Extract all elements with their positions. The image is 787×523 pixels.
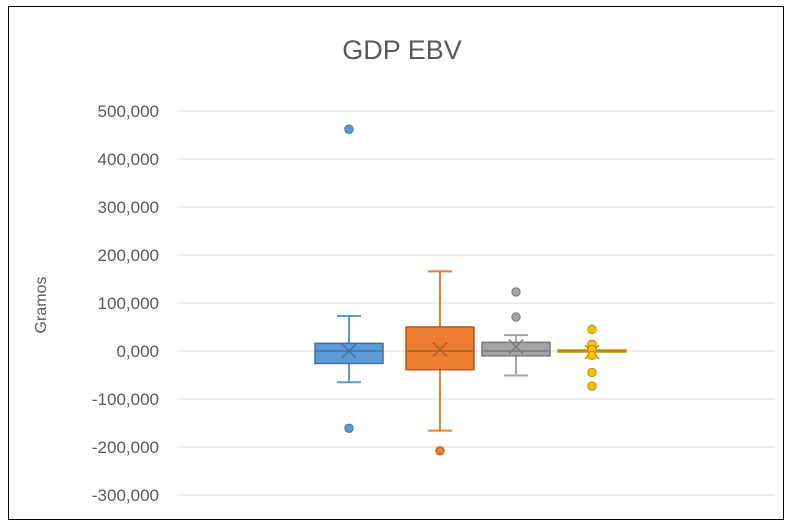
y-tick-label: -200,000 [92, 438, 159, 457]
chart-frame: GDP EBV Gramos 500,000 400,000 300,000 200,… [8, 6, 784, 520]
mean-marker [508, 339, 524, 355]
outlier-point [587, 381, 597, 391]
box-series [314, 124, 627, 456]
outlier-point [587, 350, 597, 361]
mean-marker [341, 343, 357, 359]
y-tick-label: 300,000 [98, 198, 159, 217]
gridlines [177, 110, 774, 496]
mean-marker [432, 342, 448, 358]
outlier-point [587, 324, 597, 335]
box-plot-chart: GDP EBV Gramos 500,000 400,000 300,000 200,… [33, 35, 774, 505]
y-tick-label: 500,000 [98, 102, 159, 121]
box-series-4 [557, 324, 627, 391]
outlier-point [587, 367, 597, 378]
y-tick-label: 200,000 [98, 246, 159, 265]
outlier-point [511, 287, 521, 297]
y-axis-title: Gramos [33, 277, 50, 334]
y-tick-label: -300,000 [92, 486, 159, 505]
y-tick-label: 100,000 [98, 294, 159, 313]
box-series-1 [314, 124, 384, 433]
box [405, 326, 475, 371]
y-tick-label: 0,000 [116, 342, 159, 361]
outlier-point [344, 124, 354, 134]
box-series-3 [481, 287, 551, 377]
y-tick-label: -100,000 [92, 390, 159, 409]
outlier-point [344, 423, 354, 433]
y-tick-label: 400,000 [98, 150, 159, 169]
box [481, 341, 551, 357]
box [314, 342, 384, 365]
box-series-2 [405, 270, 475, 456]
y-tick-labels: 500,000 400,000 300,000 200,000 100,000 0,000… [92, 102, 159, 505]
outlier-point [511, 312, 521, 322]
chart-title: GDP EBV [342, 35, 462, 65]
outlier-point [435, 446, 445, 456]
